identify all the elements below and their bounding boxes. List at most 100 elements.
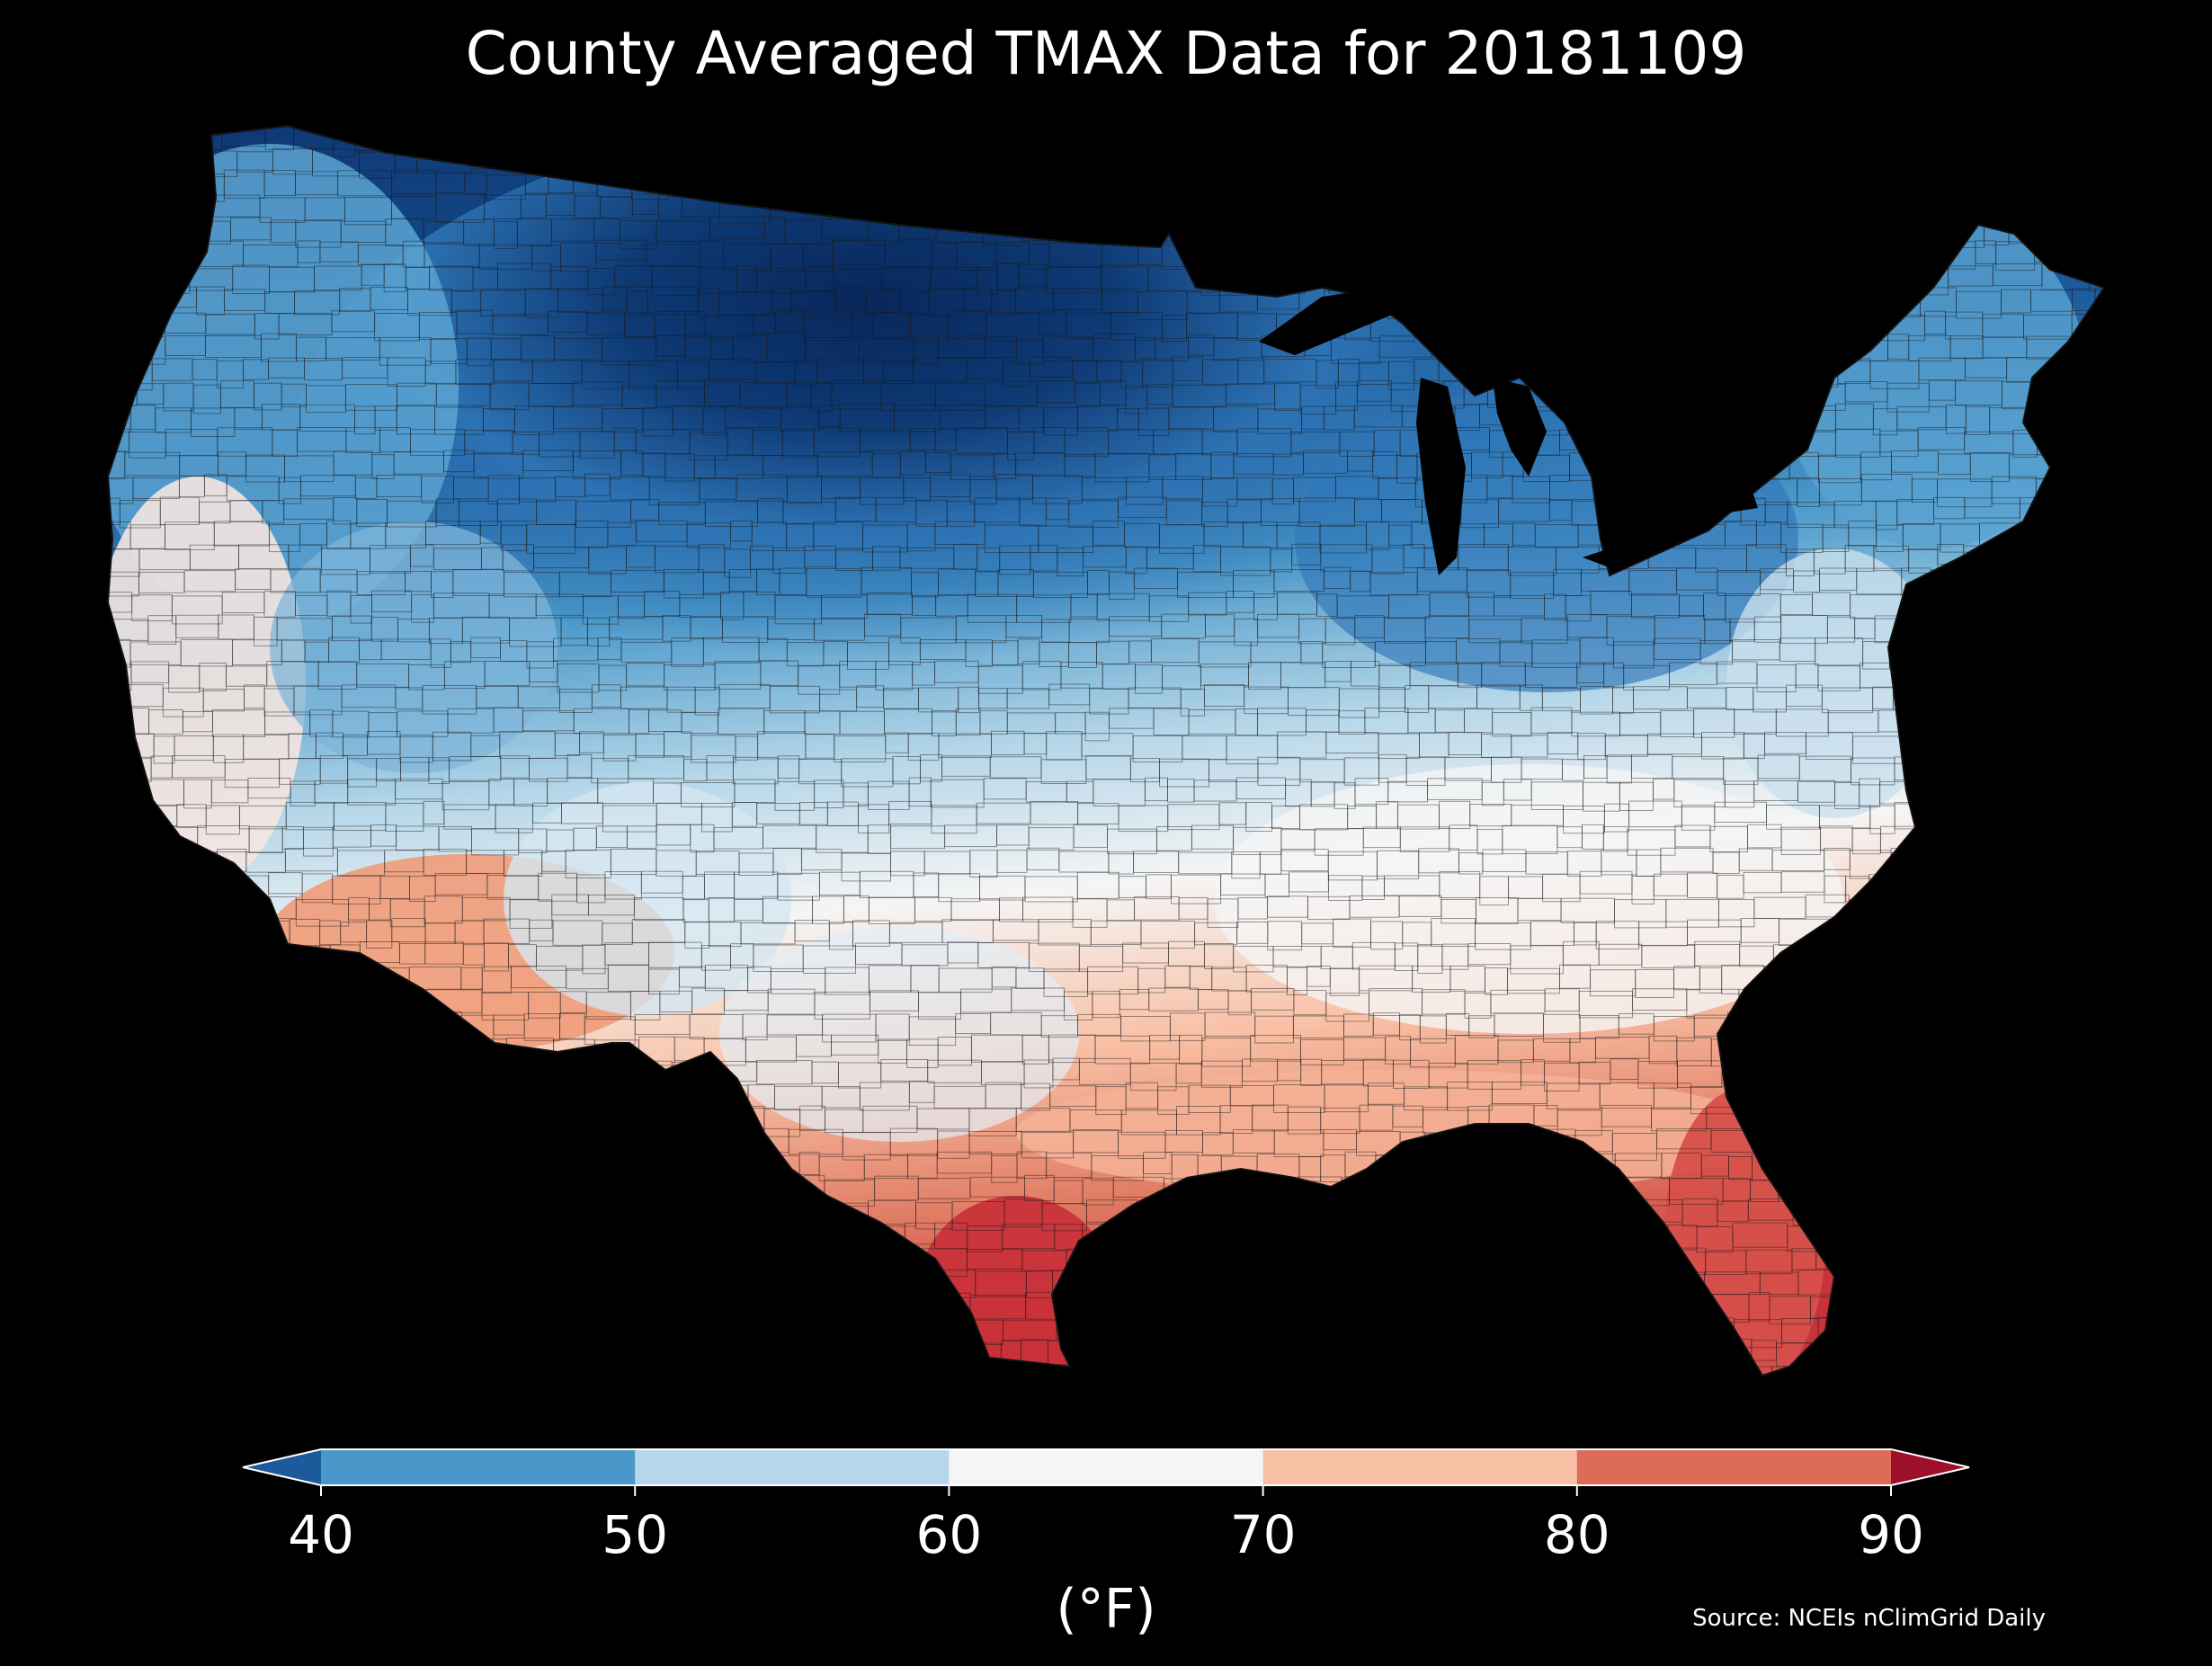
county-cell [165,894,219,918]
county-cell [305,1198,342,1228]
county-cell [1525,1203,1565,1229]
county-cell [2107,967,2154,987]
county-cell [1443,218,1477,241]
county-cell [1950,1198,1997,1228]
county-cell [1929,172,1955,196]
lake-superior [1259,288,1403,355]
county-cell [1824,988,1851,1013]
county-cell [1341,1340,1365,1363]
county-cell [611,1223,658,1252]
county-cell [2040,964,2073,986]
county-cell [345,1107,381,1129]
county-cell [614,126,667,149]
county-cell [1105,172,1127,200]
county-cell [2061,1315,2104,1345]
county-cell [1900,943,1927,967]
county-cell [343,1366,387,1376]
county-cell [1502,173,1531,200]
county-cell [711,174,749,197]
county-cell [1992,735,2032,765]
county-cell [1445,1293,1482,1317]
county-cell [108,1296,149,1323]
county-cell [1790,992,1825,1021]
county-cell [1926,148,1964,171]
county-cell [582,1339,615,1361]
county-cell [2097,548,2104,578]
county-cell [566,1154,587,1184]
county-cell [1351,1225,1395,1255]
county-cell [2062,1343,2086,1366]
county-cell [218,1342,247,1369]
county-cell [2005,1180,2038,1208]
county-cell [2034,1340,2063,1367]
county-cell [1696,381,1753,405]
county-cell [1006,127,1063,156]
county-cell [127,874,183,901]
county-cell [1306,174,1342,198]
county-cell [607,1086,636,1109]
county-cell [1222,128,1260,150]
county-cell [1925,941,1949,971]
county-cell [1966,637,1991,662]
county-cell [296,1156,347,1181]
county-cell [1195,1179,1221,1202]
county-cell [108,1152,139,1180]
county-cell [1473,1316,1502,1341]
county-cell [379,126,406,150]
county-cell [748,172,779,199]
county-cell [129,1035,171,1063]
county-cell [2065,220,2104,250]
county-cell [568,1296,619,1326]
county-cell [1325,193,1376,216]
county-cell [2084,1342,2104,1368]
county-cell [342,1248,372,1278]
county-cell [1396,1178,1441,1201]
county-cell [2094,288,2104,310]
county-cell [1993,1083,2027,1108]
county-cell [108,217,144,246]
county-cell [1778,1175,1814,1202]
county-cell [1837,263,1864,287]
county-cell [1913,617,1945,639]
county-cell [290,1059,317,1083]
new-mexico-region [504,782,791,1016]
county-cell [459,1155,514,1177]
county-cell [1511,1223,1548,1253]
county-cell [1508,313,1556,337]
county-cell [757,1339,788,1364]
county-cell [1655,360,1676,386]
county-cell [1950,1013,1990,1044]
county-cell [147,1295,181,1322]
county-cell [2118,405,2172,426]
county-cell [1921,1038,1945,1067]
county-cell [179,1294,212,1322]
county-cell [874,1245,920,1270]
county-cell [1984,615,2036,640]
county-cell [551,1249,593,1273]
county-cell [348,1270,373,1297]
county-cell [2020,1250,2071,1274]
county-cell [1235,1339,1262,1367]
county-cell [510,1198,543,1225]
county-cell [227,1246,261,1270]
county-cell [1580,361,1607,382]
county-cell [1501,1271,1540,1300]
county-cell [422,1062,463,1088]
county-cell [2026,1132,2079,1155]
county-cell [1907,1293,1963,1315]
county-cell [108,824,128,850]
county-cell [1563,1198,1605,1220]
county-cell [1652,1293,1699,1317]
county-cell [237,1108,271,1134]
colorbar-swatch-80-90 [1576,1449,1892,1485]
county-cell [140,944,171,970]
county-cell [1852,1340,1891,1363]
county-cell [656,1203,678,1231]
county-cell [1171,174,1226,202]
county-cell [1756,1014,1801,1040]
county-cell [1573,1366,1596,1376]
county-cell [2026,522,2066,550]
county-cell [2002,1339,2036,1367]
county-cell [1788,128,1835,152]
county-cell [2007,1224,2060,1246]
